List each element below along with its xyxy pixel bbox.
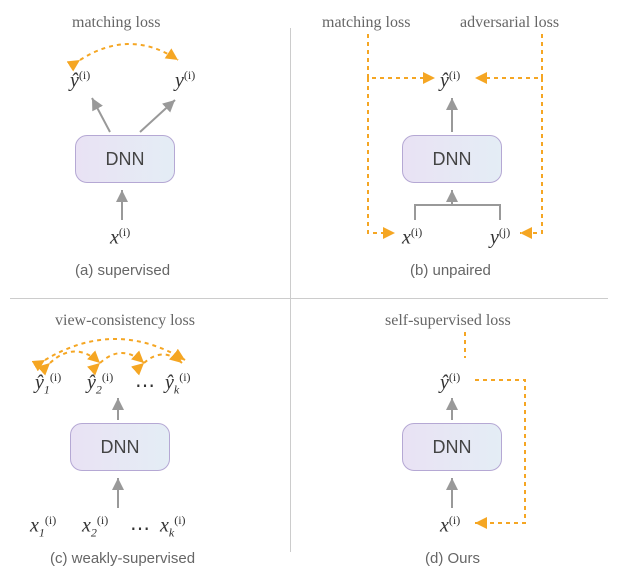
xk-c-sub: k bbox=[169, 526, 174, 540]
loss-label-b-right: adversarial loss bbox=[460, 14, 559, 32]
x1-c-sup: (i) bbox=[45, 513, 56, 527]
yhatk-c-sub: k bbox=[174, 383, 179, 397]
x-a: x(i) bbox=[110, 225, 130, 250]
yhat1-c-sup: (i) bbox=[50, 370, 61, 384]
x-a-base: x bbox=[110, 227, 119, 249]
dnn-box-b: DNN bbox=[402, 135, 502, 183]
panel-c: view-consistency loss ŷ1(i) ŷ2(i) ⋯ ŷk(i… bbox=[0, 298, 290, 580]
yhat-dots-c: ⋯ bbox=[135, 373, 157, 398]
dnn-box-a: DNN bbox=[75, 135, 175, 183]
xk-c-sup: (i) bbox=[174, 513, 185, 527]
x-b-sup: (i) bbox=[411, 225, 422, 239]
x1-c-base: x bbox=[30, 515, 39, 537]
panel-a: matching loss ŷ(i) y(i) DNN x(i) (a) sup… bbox=[0, 0, 290, 298]
x-b-base: x bbox=[402, 227, 411, 249]
yhat-a-base: ŷ bbox=[70, 70, 79, 92]
y-a-sup: (i) bbox=[184, 68, 195, 82]
caption-b: (b) unpaired bbox=[410, 262, 491, 279]
x1-c: x1(i) bbox=[30, 513, 56, 541]
yhat-d: ŷ(i) bbox=[440, 370, 460, 395]
x2-c-sup: (i) bbox=[97, 513, 108, 527]
y-b-base: y bbox=[490, 227, 499, 249]
yhat-a-sup: (i) bbox=[79, 68, 90, 82]
yhatk-c-base: ŷ bbox=[165, 372, 174, 394]
x2-c-sub: 2 bbox=[91, 526, 97, 540]
yhatk-c-sup: (i) bbox=[179, 370, 190, 384]
caption-c: (c) weakly-supervised bbox=[50, 550, 195, 567]
yhat-b-sup: (i) bbox=[449, 68, 460, 82]
yhat-d-base: ŷ bbox=[440, 372, 449, 394]
yhatk-c: ŷk(i) bbox=[165, 370, 191, 398]
figure-grid: matching loss ŷ(i) y(i) DNN x(i) (a) sup… bbox=[0, 0, 618, 580]
x-d: x(i) bbox=[440, 513, 460, 538]
panel-d: self-supervised loss ŷ(i) DNN x(i) (d) O… bbox=[290, 298, 618, 580]
yhat1-c: ŷ1(i) bbox=[35, 370, 61, 398]
yhat2-c-sub: 2 bbox=[96, 383, 102, 397]
caption-d: (d) Ours bbox=[425, 550, 480, 567]
dnn-box-d: DNN bbox=[402, 423, 502, 471]
yhat2-c-sup: (i) bbox=[102, 370, 113, 384]
yhat1-c-base: ŷ bbox=[35, 372, 44, 394]
xk-c: xk(i) bbox=[160, 513, 186, 541]
yhat1-c-sub: 1 bbox=[44, 383, 50, 397]
x-a-sup: (i) bbox=[119, 225, 130, 239]
x1-c-sub: 1 bbox=[39, 526, 45, 540]
xk-c-base: x bbox=[160, 515, 169, 537]
yhat-b: ŷ(i) bbox=[440, 68, 460, 93]
y-a-base: y bbox=[175, 70, 184, 92]
y-b: y(j) bbox=[490, 225, 510, 250]
loss-label-b-left: matching loss bbox=[322, 14, 410, 32]
loss-label-a: matching loss bbox=[72, 14, 160, 32]
x2-c-base: x bbox=[82, 515, 91, 537]
loss-label-c: view-consistency loss bbox=[55, 312, 195, 330]
yhat2-c: ŷ2(i) bbox=[87, 370, 113, 398]
panel-b: matching loss adversarial loss ŷ(i) DNN … bbox=[290, 0, 618, 298]
yhat2-c-base: ŷ bbox=[87, 372, 96, 394]
x-b: x(i) bbox=[402, 225, 422, 250]
y-a: y(i) bbox=[175, 68, 195, 93]
yhat-d-sup: (i) bbox=[449, 370, 460, 384]
x-d-sup: (i) bbox=[449, 513, 460, 527]
yhat-a: ŷ(i) bbox=[70, 68, 90, 93]
loss-label-d: self-supervised loss bbox=[385, 312, 511, 330]
caption-a: (a) supervised bbox=[75, 262, 170, 279]
dnn-box-c: DNN bbox=[70, 423, 170, 471]
x-dots-c: ⋯ bbox=[130, 516, 152, 541]
x2-c: x2(i) bbox=[82, 513, 108, 541]
x-d-base: x bbox=[440, 515, 449, 537]
y-b-sup: (j) bbox=[499, 225, 510, 239]
yhat-b-base: ŷ bbox=[440, 70, 449, 92]
